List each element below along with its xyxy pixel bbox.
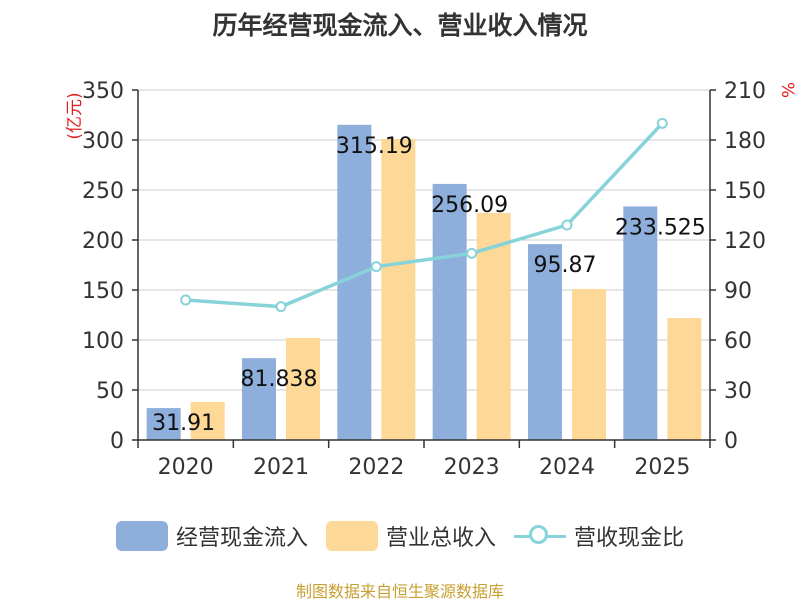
y2-tick-label: 210 — [724, 79, 766, 104]
data-label: 315.19 — [336, 134, 413, 159]
y-tick-label: 0 — [110, 429, 124, 454]
legend-swatch-revenue — [325, 521, 378, 551]
y2-axis-title: % — [777, 82, 797, 98]
data-label: 31.91 — [152, 411, 215, 436]
legend: 经营现金流入 营业总收入 营收现金比 — [0, 516, 800, 556]
y-axis-title: (亿元) — [65, 92, 85, 139]
bar-cash-inflow — [146, 408, 181, 440]
data-label: 95.87 — [534, 253, 597, 278]
ratio-point — [275, 301, 287, 313]
y-tick-label: 350 — [82, 79, 124, 104]
ratio-point — [656, 117, 668, 129]
y2-tick-label: 180 — [724, 129, 766, 154]
bar-revenue — [572, 289, 606, 440]
x-tick-label: 2023 — [444, 455, 500, 480]
ratio-point — [370, 261, 382, 273]
legend-item-revenue[interactable]: 营业总收入 — [325, 520, 496, 552]
y2-tick-label: 150 — [724, 179, 766, 204]
bar-cash-inflow — [242, 358, 276, 440]
y2-tick-label: 90 — [724, 279, 752, 304]
y2-tick-label: 0 — [724, 429, 738, 454]
legend-item-ratio[interactable]: 营收现金比 — [514, 520, 684, 552]
bar-revenue — [190, 402, 225, 440]
y-tick-label: 300 — [82, 129, 124, 154]
x-tick-label: 2021 — [253, 455, 309, 480]
y2-tick-label: 120 — [724, 229, 766, 254]
ratio-point — [180, 294, 192, 306]
legend-label-revenue: 营业总收入 — [385, 526, 496, 551]
y-tick-label: 50 — [96, 379, 124, 404]
bar-cash-inflow — [528, 244, 562, 440]
y2-tick-label: 30 — [724, 379, 752, 404]
y-tick-label: 100 — [82, 329, 124, 354]
bar-cash-inflow — [432, 183, 467, 440]
source-note: 制图数据来自恒生聚源数据库 — [295, 582, 504, 601]
x-tick-label: 2025 — [634, 455, 690, 480]
ratio-point — [466, 247, 478, 259]
y-tick-label: 200 — [82, 229, 124, 254]
bar-revenue — [381, 139, 416, 440]
y-tick-label: 250 — [82, 179, 124, 204]
data-label: 233.525 — [615, 215, 706, 240]
legend-swatch-cash-inflow — [115, 521, 168, 551]
data-label: 256.09 — [431, 193, 508, 218]
bar-revenue — [667, 318, 702, 440]
data-label: 81.838 — [241, 367, 318, 392]
bar-revenue — [286, 338, 320, 440]
ratio-line — [185, 122, 664, 309]
y2-tick-label: 60 — [724, 329, 752, 354]
legend-label-cash-inflow: 经营现金流入 — [175, 526, 308, 551]
legend-label-ratio: 营收现金比 — [574, 526, 685, 551]
bar-cash-inflow — [623, 206, 658, 440]
legend-swatch-ratio — [514, 521, 566, 551]
x-tick-label: 2024 — [539, 455, 595, 480]
ratio-point — [561, 219, 573, 231]
x-tick-label: 2022 — [348, 455, 404, 480]
x-tick-label: 2020 — [158, 455, 214, 480]
chart-title: 历年经营现金流入、营业收入情况 — [212, 11, 588, 40]
y-tick-label: 150 — [82, 279, 124, 304]
legend-item-cash-inflow[interactable]: 经营现金流入 — [115, 520, 308, 552]
